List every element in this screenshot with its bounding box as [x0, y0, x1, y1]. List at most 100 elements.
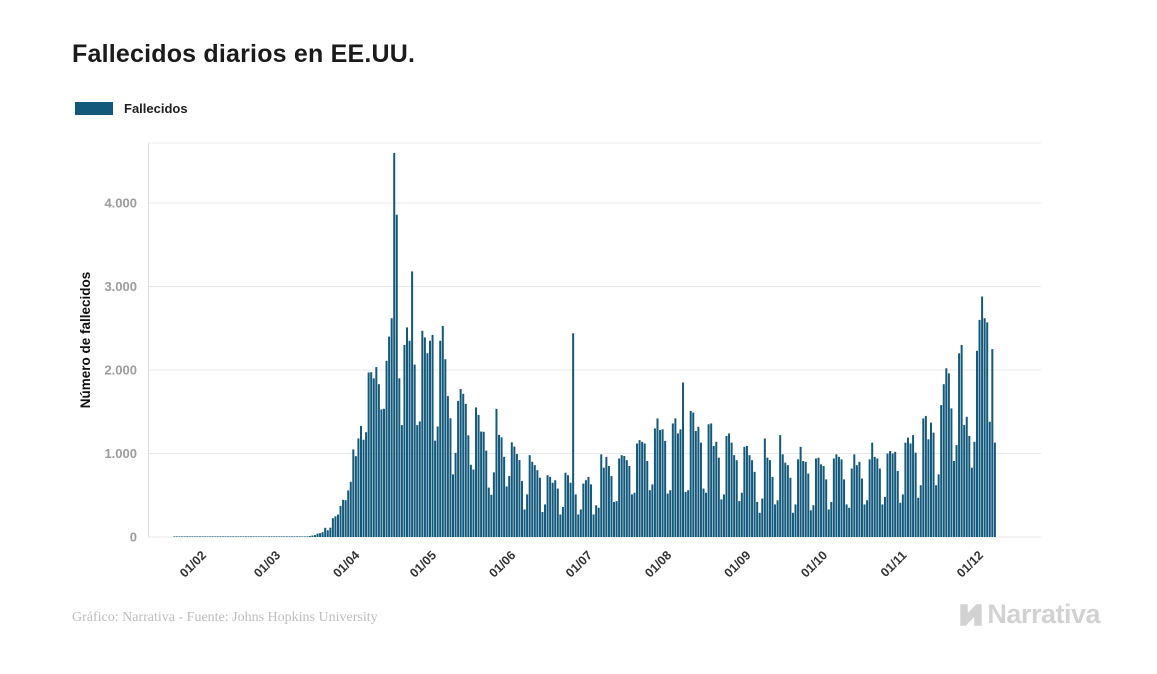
bar — [546, 475, 549, 537]
legend-swatch — [75, 102, 113, 115]
bar — [457, 400, 460, 537]
bar — [666, 493, 669, 537]
bar — [922, 418, 925, 537]
bar — [467, 435, 470, 537]
bar — [528, 455, 531, 537]
bar — [610, 476, 613, 538]
bar — [204, 536, 207, 537]
bar — [342, 499, 345, 537]
x-tick-label: 01/12 — [954, 548, 986, 580]
bar — [439, 340, 442, 537]
bar — [321, 532, 324, 537]
bar — [697, 426, 700, 537]
bar — [715, 441, 718, 537]
bar — [797, 459, 800, 538]
bar — [682, 382, 685, 537]
bar — [505, 486, 508, 537]
bar — [945, 368, 948, 537]
bar — [260, 536, 263, 537]
bar — [408, 340, 411, 537]
bar — [843, 479, 846, 537]
bar — [206, 536, 209, 537]
bar — [357, 438, 360, 537]
bar — [449, 418, 452, 537]
bar — [446, 396, 449, 537]
bar — [503, 456, 506, 537]
bar — [362, 439, 365, 537]
bar — [564, 472, 567, 537]
bar — [216, 536, 219, 537]
y-axis-title: Número de fallecidos — [78, 272, 93, 409]
bar — [303, 536, 306, 537]
bar — [901, 494, 904, 538]
bar — [523, 509, 526, 537]
bar — [559, 514, 562, 538]
bar — [490, 494, 493, 537]
bar — [712, 445, 715, 538]
bar — [950, 408, 953, 537]
bar — [398, 378, 401, 537]
bar — [728, 433, 731, 537]
bar — [219, 536, 222, 537]
bar — [753, 471, 756, 537]
bar — [551, 482, 554, 538]
bar — [807, 473, 810, 537]
bar — [242, 536, 245, 537]
bar — [830, 501, 833, 537]
legend: Fallecidos — [75, 101, 188, 116]
bar — [814, 458, 817, 537]
bar — [733, 455, 736, 537]
x-tick-label: 01/10 — [798, 548, 830, 580]
bar — [873, 456, 876, 537]
bar — [613, 501, 616, 537]
x-tick-label: 01/02 — [177, 548, 209, 580]
bar — [656, 418, 659, 537]
bar — [173, 536, 176, 537]
x-tick-label: 01/08 — [642, 548, 674, 580]
bar — [886, 453, 889, 537]
bar — [403, 344, 406, 537]
bar — [791, 512, 794, 537]
bar — [561, 506, 564, 537]
bar — [393, 152, 396, 537]
bar — [175, 536, 178, 537]
bar — [178, 536, 181, 537]
bar — [574, 494, 577, 538]
bar — [196, 536, 199, 537]
bar — [692, 412, 695, 537]
bar — [671, 423, 674, 537]
bar — [993, 442, 996, 537]
bar — [531, 461, 534, 537]
bar — [756, 501, 759, 537]
bar — [620, 455, 623, 537]
bar — [986, 322, 989, 537]
bar — [441, 325, 444, 537]
bar — [400, 425, 403, 537]
x-tick-label: 01/09 — [721, 548, 753, 580]
bar — [689, 410, 692, 537]
bar — [262, 536, 265, 537]
bar — [472, 469, 475, 537]
bar — [234, 536, 237, 537]
bar — [521, 481, 524, 538]
bar — [411, 271, 414, 537]
bar — [699, 442, 702, 537]
bar — [786, 465, 789, 537]
bar — [789, 477, 792, 537]
bar — [193, 536, 196, 537]
y-tick-label: 1.000 — [104, 446, 137, 461]
bar — [595, 505, 598, 537]
bar — [845, 504, 848, 538]
bar — [538, 477, 541, 537]
bar — [717, 457, 720, 538]
bar — [577, 514, 580, 538]
bar — [779, 435, 782, 537]
bar — [469, 464, 472, 537]
bar — [707, 424, 710, 537]
legend-label: Fallecidos — [124, 101, 188, 116]
x-tick-label: 01/04 — [330, 548, 362, 580]
bar — [653, 428, 656, 537]
bar — [646, 461, 649, 537]
bar — [567, 475, 570, 537]
